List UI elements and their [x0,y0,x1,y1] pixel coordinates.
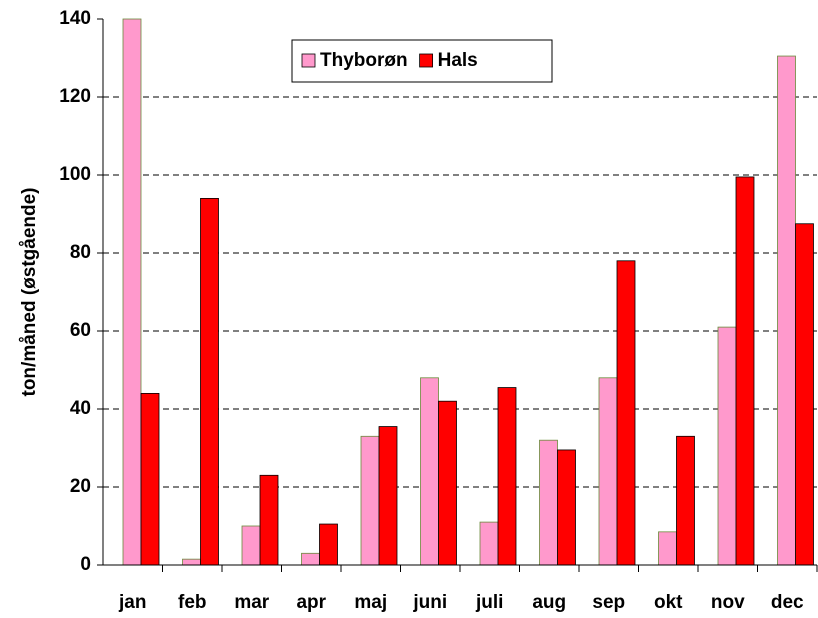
x-tick-label: feb [178,592,207,613]
bar [378,426,398,566]
bar [319,523,338,566]
bar [717,326,737,566]
legend-label: Thyborøn [320,50,408,71]
x-tick-label: maj [354,592,387,613]
bar [557,449,576,566]
x-tick-label: okt [654,592,683,613]
bar [420,377,439,566]
bar [259,474,279,566]
bar [360,435,380,566]
bar [479,521,499,566]
bar [122,18,142,566]
legend-swatch [301,53,316,68]
bar [795,223,814,566]
bar [497,387,517,566]
y-tick-label: 140 [59,8,91,29]
bar [241,525,261,566]
bar [539,439,558,566]
bar [658,531,677,566]
y-tick-label: 20 [70,476,91,497]
y-tick-label: 40 [70,398,91,419]
y-tick-label: 100 [59,164,91,185]
x-tick-label: aug [532,592,566,613]
x-tick-label: jan [118,592,146,613]
y-tick-label: 60 [70,320,91,341]
bar [735,176,755,566]
x-tick-label: mar [234,592,269,613]
y-tick-label: 80 [70,242,91,263]
x-tick-label: nov [711,592,745,613]
bar [438,400,457,566]
legend-swatch [419,53,434,68]
y-tick-label: 0 [80,554,91,575]
bar [598,377,618,566]
bar [200,197,219,566]
bar [777,55,796,566]
bar [301,552,320,566]
x-tick-label: juni [412,592,447,613]
x-tick-label: juli [475,592,503,613]
x-tick-label: apr [296,592,326,613]
legend-label: Hals [438,50,478,71]
x-tick-label: dec [771,592,804,613]
bar [140,392,160,566]
y-tick-label: 120 [59,86,91,107]
bar [616,260,636,566]
bar [182,558,201,566]
y-axis-label: ton/måned (østgående) [19,187,40,396]
x-tick-label: sep [592,592,625,613]
bar [676,435,695,566]
